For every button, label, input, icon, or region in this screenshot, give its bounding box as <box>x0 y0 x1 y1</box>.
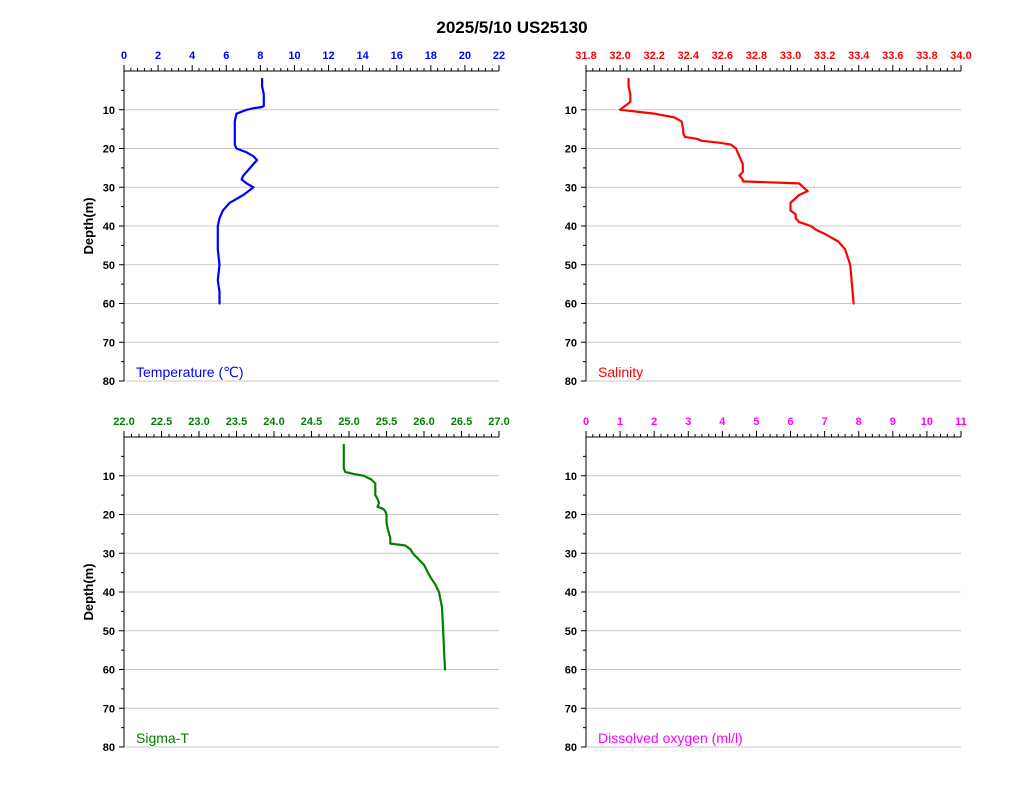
x-tick-label: 26.0 <box>413 416 434 428</box>
y-tick-label: 50 <box>565 626 577 638</box>
y-tick-label: 30 <box>565 182 577 194</box>
x-tick-label: 6 <box>787 416 793 428</box>
x-tick-label: 14 <box>357 50 370 62</box>
y-tick-label: 50 <box>103 260 115 272</box>
x-tick-label: 33.0 <box>780 50 801 62</box>
panel-label-salinity: Salinity <box>598 364 643 380</box>
y-tick-label: 60 <box>565 665 577 677</box>
x-tick-label: 11 <box>955 416 967 428</box>
x-tick-label: 22.5 <box>151 416 172 428</box>
y-tick-label: 70 <box>103 337 115 349</box>
x-tick-label: 10 <box>921 416 933 428</box>
x-tick-label: 4 <box>189 50 196 62</box>
x-tick-label: 1 <box>617 416 623 428</box>
x-tick-label: 32.4 <box>678 50 700 62</box>
y-tick-label: 80 <box>103 742 115 754</box>
y-tick-label: 20 <box>565 144 577 156</box>
x-tick-label: 24.5 <box>301 416 322 428</box>
panel-dissolved-oxygen: 10 20 30 40 50 60 70 80 0 1 2 3 4 5 6 7 8 9 10 11 Dissolved … <box>565 416 967 754</box>
x-tick-label: 20 <box>459 50 471 62</box>
series-line-salinity <box>618 77 855 305</box>
x-tick-label: 32.8 <box>746 50 767 62</box>
x-tick-label: 0 <box>121 50 127 62</box>
y-tick-label: 70 <box>565 337 577 349</box>
x-tick-label: 32.6 <box>712 50 733 62</box>
y-axis-title: Depth(m) <box>81 563 96 620</box>
series-line-temperature <box>216 77 265 305</box>
x-tick-label: 25.0 <box>338 416 359 428</box>
x-tick-label: 18 <box>425 50 437 62</box>
x-tick-label: 24.0 <box>263 416 284 428</box>
x-tick-label: 33.2 <box>814 50 835 62</box>
x-tick-label: 33.8 <box>916 50 937 62</box>
panel-label-temperature: Temperature (℃) <box>136 364 244 380</box>
x-tick-label: 34.0 <box>950 50 971 62</box>
x-tick-label: 5 <box>753 416 759 428</box>
y-tick-label: 40 <box>565 221 577 233</box>
x-tick-label: 16 <box>391 50 403 62</box>
y-tick-label: 30 <box>103 548 115 560</box>
x-tick-label: 33.6 <box>882 50 903 62</box>
x-tick-label: 8 <box>856 416 862 428</box>
panel-temperature: 10 20 30 40 50 60 70 80 0 2 4 6 8 10 12 14 16 18 20 22 Depth… <box>81 50 505 388</box>
y-tick-label: 30 <box>565 548 577 560</box>
x-tick-label: 2 <box>651 416 657 428</box>
y-tick-label: 80 <box>103 376 115 388</box>
panel-salinity: 10 20 30 40 50 60 70 80 31.8 32.0 32.2 32.4 32.6 32.8… <box>565 50 972 388</box>
x-tick-label: 6 <box>223 50 229 62</box>
panel-label-sigma-t: Sigma-T <box>136 730 189 746</box>
y-tick-label: 40 <box>103 587 115 599</box>
x-tick-label: 8 <box>257 50 263 62</box>
x-tick-label: 31.8 <box>575 50 596 62</box>
y-tick-label: 10 <box>565 471 577 483</box>
y-tick-label: 70 <box>103 703 115 715</box>
x-tick-label: 3 <box>685 416 691 428</box>
x-tick-label: 23.5 <box>226 416 247 428</box>
y-tick-label: 60 <box>103 299 115 311</box>
x-tick-label: 7 <box>822 416 828 428</box>
x-tick-label: 27.0 <box>488 416 509 428</box>
x-tick-label: 4 <box>719 416 726 428</box>
y-tick-label: 40 <box>103 221 115 233</box>
y-tick-label: 20 <box>103 510 115 522</box>
x-tick-label: 22 <box>493 50 505 62</box>
page-title: 2025/5/10 US25130 <box>436 18 588 37</box>
x-tick-label: 32.2 <box>643 50 664 62</box>
x-tick-label: 22.0 <box>113 416 134 428</box>
y-tick-label: 10 <box>103 471 115 483</box>
x-tick-label: 33.4 <box>848 50 870 62</box>
y-tick-label: 80 <box>565 742 577 754</box>
x-tick-label: 2 <box>155 50 161 62</box>
y-axis-title: Depth(m) <box>81 197 96 254</box>
x-tick-label: 9 <box>890 416 896 428</box>
y-tick-label: 10 <box>565 105 577 117</box>
y-tick-label: 80 <box>565 376 577 388</box>
y-tick-label: 60 <box>565 299 577 311</box>
y-tick-label: 40 <box>565 587 577 599</box>
x-tick-label: 12 <box>322 50 334 62</box>
series-line-sigma-t <box>342 443 447 671</box>
x-tick-label: 0 <box>583 416 589 428</box>
y-tick-label: 50 <box>103 626 115 638</box>
y-tick-label: 20 <box>565 510 577 522</box>
x-tick-label: 10 <box>288 50 300 62</box>
x-tick-label: 32.0 <box>609 50 630 62</box>
panel-label-dissolved-oxygen: Dissolved oxygen (ml/l) <box>598 730 743 746</box>
x-tick-label: 25.5 <box>376 416 397 428</box>
panel-sigma-t: 10 20 30 40 50 60 70 80 22.0 22.5 23.0 23.5 24.0 24.5… <box>81 416 510 754</box>
y-tick-label: 10 <box>103 105 115 117</box>
y-tick-label: 60 <box>103 665 115 677</box>
x-tick-label: 26.5 <box>451 416 472 428</box>
y-tick-label: 50 <box>565 260 577 272</box>
y-tick-label: 70 <box>565 703 577 715</box>
y-tick-label: 20 <box>103 144 115 156</box>
y-tick-label: 30 <box>103 182 115 194</box>
x-tick-label: 23.0 <box>188 416 209 428</box>
